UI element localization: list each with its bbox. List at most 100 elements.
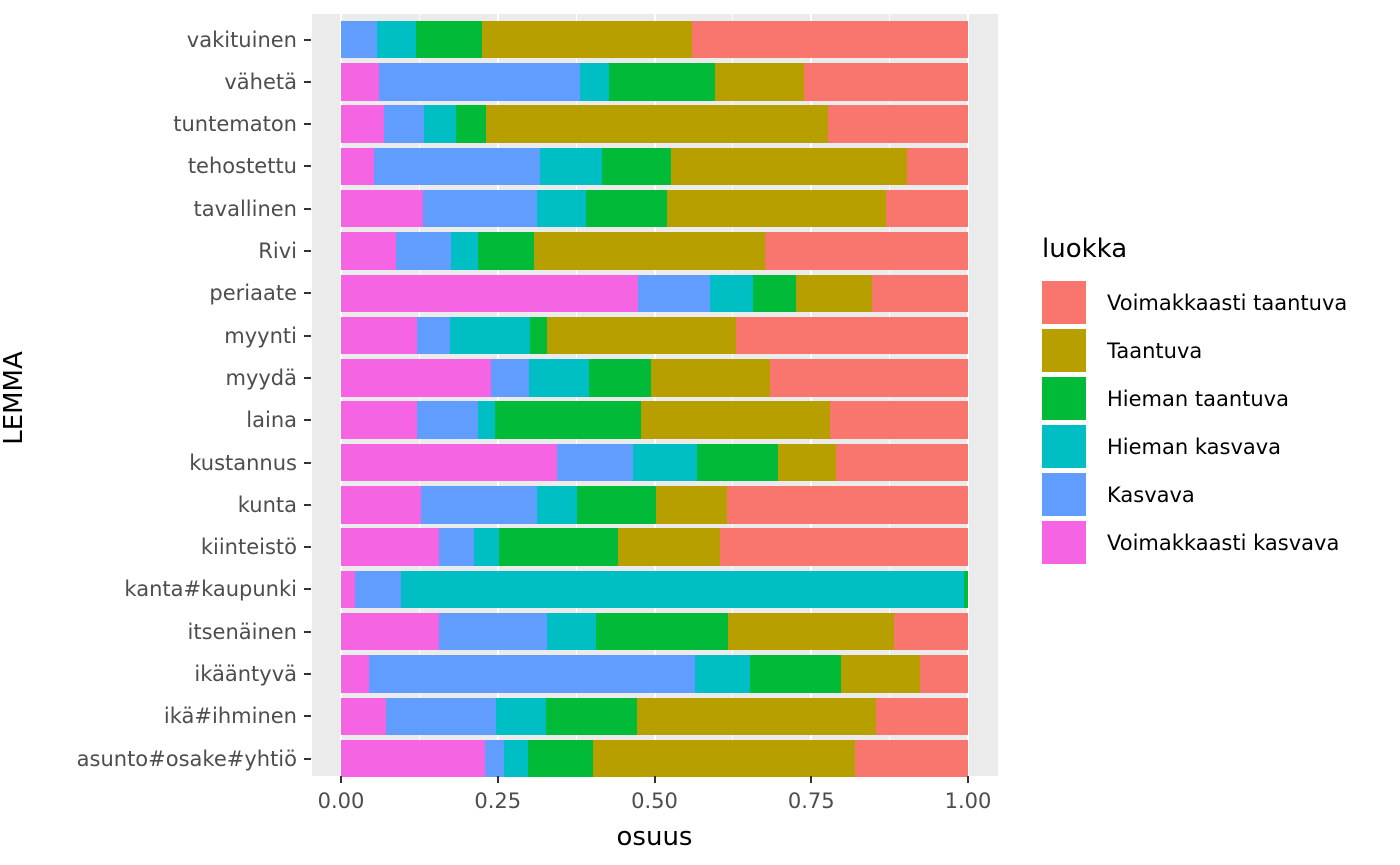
bar-segment	[638, 274, 710, 313]
y-tick-label: vähetä	[224, 69, 297, 94]
bar-segment	[386, 697, 496, 736]
bar-segment	[478, 401, 496, 439]
bar-segment	[720, 528, 968, 566]
bar-segment	[534, 232, 765, 270]
bar-segment	[482, 20, 693, 59]
y-tick-mark	[304, 165, 311, 168]
bar-segment	[341, 401, 417, 439]
bar-segment	[341, 20, 377, 59]
bar-segment	[529, 316, 547, 355]
bar-segment	[341, 443, 557, 482]
bar-row	[341, 20, 968, 59]
bar-segment	[840, 655, 921, 693]
y-tick-mark	[304, 38, 311, 41]
y-tick-mark	[304, 376, 311, 379]
bar-segment	[341, 147, 375, 186]
bar-segment	[536, 189, 586, 228]
x-tick-mark	[496, 776, 499, 783]
legend-title: luokka	[1042, 234, 1128, 264]
bar-segment	[697, 443, 779, 482]
legend-entry-label: Kasvava	[1107, 482, 1195, 507]
bar-segment	[341, 570, 355, 609]
legend-item: Voimakkaasti kasvava	[1042, 521, 1347, 564]
bar-segment	[540, 147, 602, 186]
bar-segment	[401, 570, 964, 609]
y-tick-mark	[304, 546, 311, 549]
bar-segment	[439, 528, 474, 566]
x-tick-label: 0.25	[474, 789, 522, 813]
bar-segment	[374, 147, 541, 186]
bar-segment	[546, 612, 596, 651]
bar-segment	[341, 105, 385, 143]
bar-row	[341, 697, 968, 736]
bar-segment	[450, 316, 530, 355]
bar-segment	[828, 105, 969, 143]
bar-row	[341, 316, 968, 355]
bar-segment	[588, 359, 652, 397]
bar-segment	[885, 189, 968, 228]
bar-segment	[636, 697, 876, 736]
y-tick-mark	[304, 673, 311, 675]
y-tick-label: tuntematon	[173, 112, 297, 137]
y-tick-mark	[304, 292, 311, 295]
x-tick-label: 1.00	[944, 789, 992, 813]
bar-segment	[536, 486, 577, 524]
legend-entry-label: Voimakkaasti taantuva	[1107, 290, 1348, 315]
y-tick-label: kunta	[237, 492, 297, 517]
bar-segment	[778, 443, 836, 482]
x-axis-title: osuus	[616, 822, 693, 852]
y-tick-label: Rivi	[258, 239, 297, 263]
legend-swatch	[1042, 377, 1086, 420]
bar-segment	[769, 359, 968, 397]
bar-segment	[593, 739, 855, 778]
bar-segment	[499, 528, 619, 566]
bar-segment	[504, 739, 529, 778]
bar-segment	[709, 274, 753, 313]
bar-row	[341, 486, 968, 524]
y-tick-label: ikä#ihminen	[163, 704, 297, 729]
bar-segment	[341, 655, 370, 693]
bar-segment	[341, 316, 417, 355]
bar-segment	[803, 63, 968, 101]
bar-segment	[341, 274, 639, 313]
bar-segment	[764, 232, 968, 270]
y-tick-label: ikääntyvä	[194, 662, 297, 686]
bar-segment	[576, 486, 657, 524]
y-tick-label: itsenäinen	[187, 619, 297, 644]
legend-item: Taantuva	[1042, 329, 1347, 372]
bar-segment	[579, 63, 609, 101]
bar-segment	[656, 486, 728, 524]
bar-segment	[379, 63, 580, 101]
x-tick-mark	[810, 776, 813, 783]
bar-segment	[473, 528, 499, 566]
y-tick-mark	[304, 461, 311, 464]
plot-panel	[312, 14, 998, 778]
y-tick-mark	[304, 123, 311, 126]
bar-segment	[439, 612, 547, 651]
bar-row	[341, 655, 968, 693]
bar-segment	[585, 189, 668, 228]
x-tick-label: 0.75	[787, 789, 835, 813]
legend-item: Kasvava	[1042, 473, 1347, 516]
legend-swatch	[1042, 473, 1086, 516]
legend-entry-label: Taantuva	[1107, 338, 1203, 363]
bar-row	[341, 739, 968, 778]
bar-segment	[872, 274, 969, 313]
y-tick-mark	[304, 630, 311, 633]
bar-segment	[651, 359, 770, 397]
bar-segment	[727, 486, 968, 524]
y-tick-mark	[304, 80, 311, 83]
bar-segment	[749, 655, 841, 693]
y-tick-label: myynti	[224, 323, 297, 348]
bar-row	[341, 443, 968, 482]
bar-segment	[341, 232, 396, 270]
bar-segment	[735, 316, 968, 355]
y-tick-label: periaate	[209, 281, 297, 306]
legend-swatch	[1042, 281, 1086, 324]
y-tick-label: asunto#osake#yhtiö	[76, 746, 297, 771]
bar-segment	[354, 570, 402, 609]
bar-segment	[671, 147, 908, 186]
bar-segment	[341, 697, 387, 736]
bar-segment	[727, 612, 895, 651]
bar-row	[341, 232, 968, 270]
